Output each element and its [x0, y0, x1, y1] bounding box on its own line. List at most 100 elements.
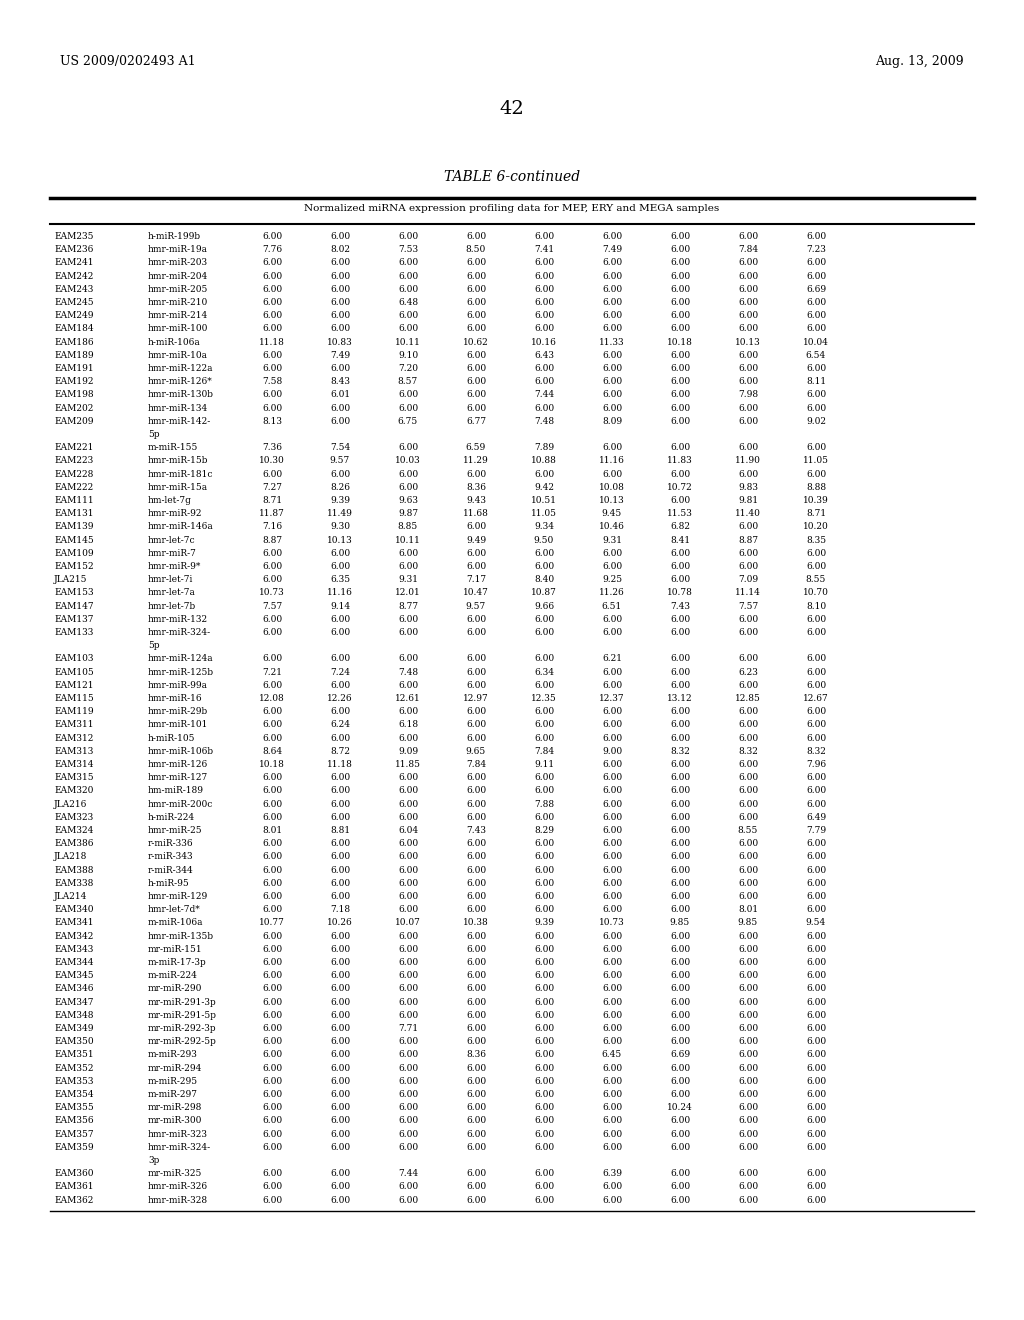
Text: 7.98: 7.98: [738, 391, 758, 400]
Text: 11.18: 11.18: [259, 338, 285, 347]
Text: hmr-miR-130b: hmr-miR-130b: [148, 391, 214, 400]
Text: EAM236: EAM236: [54, 246, 93, 255]
Text: EAM109: EAM109: [54, 549, 93, 558]
Text: 6.00: 6.00: [534, 1183, 554, 1192]
Text: 6.00: 6.00: [738, 272, 758, 281]
Text: 6.00: 6.00: [670, 866, 690, 875]
Text: 9.43: 9.43: [466, 496, 486, 506]
Text: 6.00: 6.00: [534, 985, 554, 994]
Text: 6.00: 6.00: [738, 312, 758, 321]
Text: JLA214: JLA214: [54, 892, 87, 902]
Text: 6.00: 6.00: [534, 774, 554, 783]
Text: 6.00: 6.00: [806, 945, 826, 954]
Text: hmr-miR-328: hmr-miR-328: [148, 1196, 208, 1205]
Text: EAM353: EAM353: [54, 1077, 93, 1086]
Text: 6.00: 6.00: [670, 298, 690, 308]
Text: 6.00: 6.00: [670, 958, 690, 968]
Text: 6.00: 6.00: [398, 985, 418, 994]
Text: 6.00: 6.00: [398, 958, 418, 968]
Text: 8.32: 8.32: [738, 747, 758, 756]
Text: 11.18: 11.18: [327, 760, 353, 770]
Text: 6.00: 6.00: [806, 774, 826, 783]
Text: 8.09: 8.09: [602, 417, 622, 426]
Text: 7.84: 7.84: [466, 760, 486, 770]
Text: 12.08: 12.08: [259, 694, 285, 704]
Text: 6.00: 6.00: [262, 892, 282, 902]
Text: EAM360: EAM360: [54, 1170, 93, 1179]
Text: 6.00: 6.00: [806, 364, 826, 374]
Text: 10.87: 10.87: [531, 589, 557, 598]
Text: mr-miR-290: mr-miR-290: [148, 985, 203, 994]
Text: EAM354: EAM354: [54, 1090, 93, 1100]
Text: 10.18: 10.18: [259, 760, 285, 770]
Text: 6.00: 6.00: [738, 879, 758, 888]
Text: hmr-miR-203: hmr-miR-203: [148, 259, 208, 268]
Text: 6.00: 6.00: [466, 853, 486, 862]
Text: hmr-miR-205: hmr-miR-205: [148, 285, 208, 294]
Text: 10.24: 10.24: [667, 1104, 693, 1113]
Text: 6.00: 6.00: [330, 325, 350, 334]
Text: 6.00: 6.00: [534, 232, 554, 242]
Text: 6.00: 6.00: [262, 1024, 282, 1034]
Text: 6.00: 6.00: [398, 285, 418, 294]
Text: 6.00: 6.00: [262, 1183, 282, 1192]
Text: 6.00: 6.00: [466, 958, 486, 968]
Text: 6.00: 6.00: [534, 364, 554, 374]
Text: 6.00: 6.00: [330, 285, 350, 294]
Text: 10.70: 10.70: [803, 589, 829, 598]
Text: 6.00: 6.00: [602, 470, 622, 479]
Text: 7.43: 7.43: [670, 602, 690, 611]
Text: mr-miR-291-3p: mr-miR-291-3p: [148, 998, 217, 1007]
Text: 6.00: 6.00: [534, 958, 554, 968]
Text: 6.00: 6.00: [330, 272, 350, 281]
Text: 8.43: 8.43: [330, 378, 350, 387]
Text: 6.00: 6.00: [602, 721, 622, 730]
Text: 6.00: 6.00: [738, 800, 758, 809]
Text: 6.00: 6.00: [670, 853, 690, 862]
Text: 6.00: 6.00: [738, 562, 758, 572]
Text: 6.00: 6.00: [602, 404, 622, 413]
Text: 6.00: 6.00: [466, 1011, 486, 1020]
Text: EAM361: EAM361: [54, 1183, 93, 1192]
Text: 9.11: 9.11: [534, 760, 554, 770]
Text: 6.00: 6.00: [670, 1143, 690, 1152]
Text: m-miR-293: m-miR-293: [148, 1051, 198, 1060]
Text: 7.88: 7.88: [534, 800, 554, 809]
Text: 6.00: 6.00: [262, 404, 282, 413]
Text: 9.63: 9.63: [398, 496, 418, 506]
Text: 6.00: 6.00: [670, 826, 690, 836]
Text: 6.00: 6.00: [738, 523, 758, 532]
Text: 7.54: 7.54: [330, 444, 350, 453]
Text: hmr-miR-9*: hmr-miR-9*: [148, 562, 202, 572]
Text: 6.00: 6.00: [670, 1064, 690, 1073]
Text: 6.00: 6.00: [738, 1064, 758, 1073]
Text: 6.00: 6.00: [806, 866, 826, 875]
Text: m-miR-155: m-miR-155: [148, 444, 199, 453]
Text: 8.13: 8.13: [262, 417, 282, 426]
Text: 6.59: 6.59: [466, 444, 486, 453]
Text: 6.00: 6.00: [806, 391, 826, 400]
Text: hmr-miR-326: hmr-miR-326: [148, 1183, 208, 1192]
Text: 8.40: 8.40: [534, 576, 554, 585]
Text: EAM311: EAM311: [54, 721, 93, 730]
Text: 8.55: 8.55: [738, 826, 758, 836]
Text: 6.00: 6.00: [602, 562, 622, 572]
Text: 6.00: 6.00: [806, 879, 826, 888]
Text: hmr-miR-127: hmr-miR-127: [148, 774, 208, 783]
Text: 6.00: 6.00: [806, 853, 826, 862]
Text: 6.00: 6.00: [330, 298, 350, 308]
Text: 6.00: 6.00: [398, 615, 418, 624]
Text: 6.00: 6.00: [466, 615, 486, 624]
Text: 6.00: 6.00: [670, 1196, 690, 1205]
Text: TABLE 6-continued: TABLE 6-continued: [444, 170, 580, 183]
Text: 6.00: 6.00: [466, 774, 486, 783]
Text: EAM111: EAM111: [54, 496, 93, 506]
Text: 6.00: 6.00: [670, 496, 690, 506]
Text: 6.82: 6.82: [670, 523, 690, 532]
Text: 6.00: 6.00: [806, 840, 826, 849]
Text: 6.00: 6.00: [738, 549, 758, 558]
Text: 6.00: 6.00: [806, 1024, 826, 1034]
Text: 6.00: 6.00: [602, 1090, 622, 1100]
Text: 7.43: 7.43: [466, 826, 486, 836]
Text: 6.00: 6.00: [330, 972, 350, 981]
